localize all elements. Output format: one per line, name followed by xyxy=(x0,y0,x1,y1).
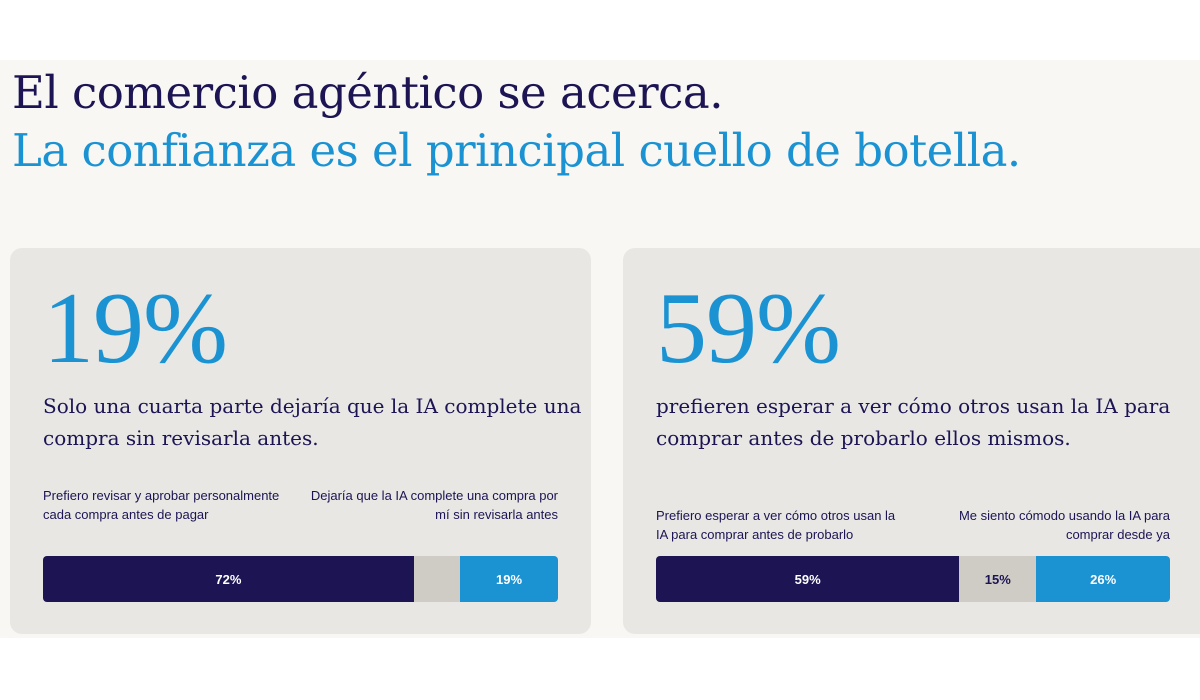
bar-segment: 72% xyxy=(43,556,414,602)
stat-card-review: 19% Solo una cuarta parte dejaría que la… xyxy=(10,248,591,634)
bar-label-right: Me siento cómodo usando la IA para compr… xyxy=(958,508,1170,542)
bar-segment xyxy=(413,556,461,602)
bar-segment: 59% xyxy=(656,556,960,602)
bar-label-left: Prefiero esperar a ver cómo otros usan l… xyxy=(656,508,896,542)
bar-label-left: Prefiero revisar y aprobar personalmente… xyxy=(43,488,280,522)
headline-line-1: El comercio agéntico se acerca. xyxy=(12,66,724,119)
bar-segment: 19% xyxy=(460,556,558,602)
stat-description: Solo una cuarta parte dejaría que la IA … xyxy=(43,394,582,450)
headline-line-2: La confianza es el principal cuello de b… xyxy=(12,124,1021,177)
bar-segment: 26% xyxy=(1036,556,1170,602)
stat-description: prefieren esperar a ver cómo otros usan … xyxy=(656,394,1171,450)
stat-value: 19% xyxy=(43,272,228,385)
headline: El comercio agéntico se acerca. La confi… xyxy=(12,64,1021,180)
bar-label-right: Dejaría que la IA complete una compra po… xyxy=(310,488,558,522)
stacked-bar: 72% 19% xyxy=(43,556,558,602)
bar-segment: 15% xyxy=(959,556,1037,602)
stat-value: 59% xyxy=(656,272,841,385)
stacked-bar: 59% 15% 26% xyxy=(656,556,1170,602)
stat-card-wait: 59% prefieren esperar a ver cómo otros u… xyxy=(623,248,1200,634)
